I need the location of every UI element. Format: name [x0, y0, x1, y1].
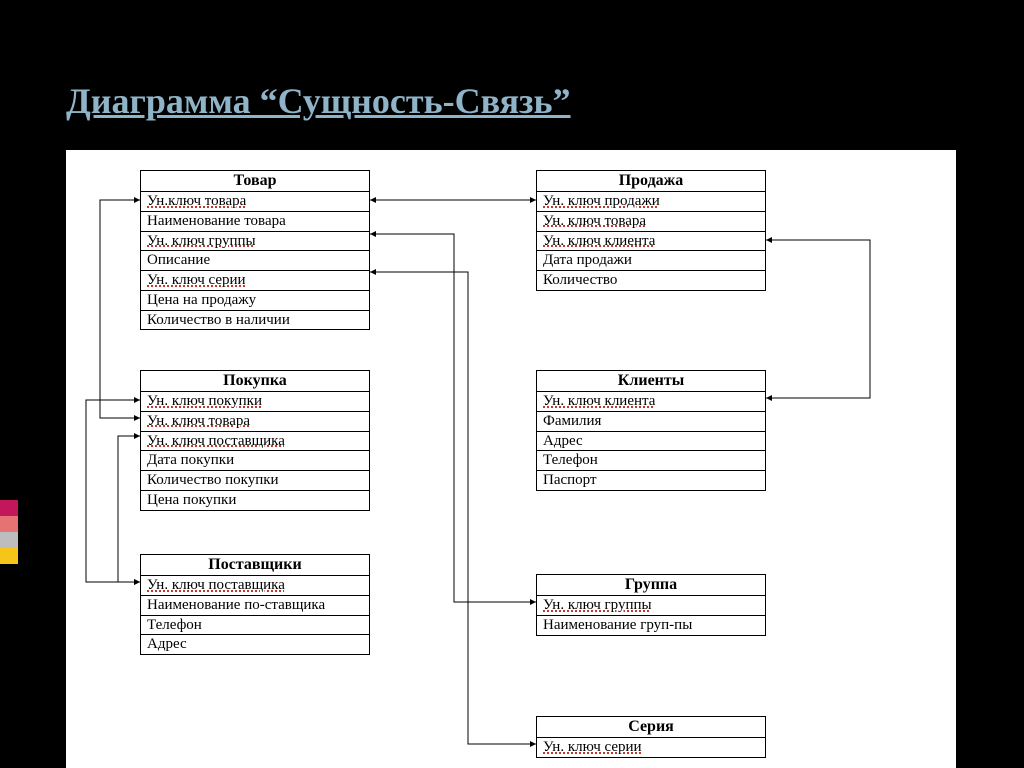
- entity-row: Количество покупки: [141, 471, 369, 491]
- entity-prodazha: ПродажаУн. ключ продажи Ун. ключ товара Ун…: [536, 170, 766, 291]
- entity-row: Адрес: [141, 635, 369, 654]
- entity-pokupka: ПокупкаУн. ключ покупки Ун. ключ товара Ун…: [140, 370, 370, 511]
- key-field: Ун. ключ покупки: [147, 393, 262, 409]
- entity-row: Наименование по-ставщика: [141, 596, 369, 616]
- entity-row: Ун. ключ продажи: [537, 192, 765, 212]
- key-field: Ун. ключ товара: [147, 413, 250, 429]
- entity-title: Клиенты: [537, 371, 765, 392]
- entity-row: Ун. ключ группы: [141, 232, 369, 252]
- entity-row: Ун. ключ поставщика: [141, 432, 369, 452]
- entity-row: Ун. ключ покупки: [141, 392, 369, 412]
- entity-row: Описание: [141, 251, 369, 271]
- entity-title: Поставщики: [141, 555, 369, 576]
- entity-row: Наименование груп-пы: [537, 616, 765, 635]
- entity-tovar: ТоварУн.ключ товараНаименование товараУн…: [140, 170, 370, 330]
- entity-postavshiki: ПоставщикиУн. ключ поставщика Наименовани…: [140, 554, 370, 655]
- key-field: Ун. ключ группы: [147, 233, 256, 249]
- connector: [100, 200, 140, 418]
- key-field: Ун. ключ товара: [543, 213, 646, 229]
- decor-segment: [0, 500, 18, 516]
- key-field: Ун. ключ поставщика: [147, 433, 285, 449]
- entity-row: Телефон: [141, 616, 369, 636]
- entity-title: Серия: [537, 717, 765, 738]
- entity-row: Количество в наличии: [141, 311, 369, 330]
- connector: [86, 400, 140, 582]
- entity-row: Паспорт: [537, 471, 765, 490]
- entity-row: Телефон: [537, 451, 765, 471]
- key-field: Ун. ключ клиента: [543, 233, 655, 249]
- connector: [370, 272, 536, 744]
- entity-row: Адрес: [537, 432, 765, 452]
- entity-row: Дата покупки: [141, 451, 369, 471]
- entity-row: Количество: [537, 271, 765, 290]
- key-field: Ун. ключ группы: [543, 597, 652, 613]
- key-field: Ун. ключ серии: [543, 739, 642, 755]
- slide: Диаграмма “Сущность-Связь” ТоварУн.ключ …: [0, 0, 1024, 768]
- entity-title: Группа: [537, 575, 765, 596]
- connector: [118, 436, 140, 582]
- decor-strip: [0, 500, 18, 564]
- entity-row: Ун. ключ серии: [537, 738, 765, 757]
- key-field: Ун.ключ товара: [147, 193, 246, 209]
- entity-title: Товар: [141, 171, 369, 192]
- entity-row: Ун. ключ товара: [141, 412, 369, 432]
- entity-row: Ун. ключ серии: [141, 271, 369, 291]
- key-field: Ун. ключ серии: [147, 272, 246, 288]
- entity-row: Цена на продажу: [141, 291, 369, 311]
- connector: [766, 240, 870, 398]
- entity-row: Цена покупки: [141, 491, 369, 510]
- entity-row: Ун. ключ товара: [537, 212, 765, 232]
- entity-row: Ун. ключ поставщика: [141, 576, 369, 596]
- entity-row: Наименование товара: [141, 212, 369, 232]
- decor-segment: [0, 532, 18, 548]
- entity-row: Ун. ключ клиента: [537, 392, 765, 412]
- diagram-canvas: ТоварУн.ключ товараНаименование товараУн…: [66, 150, 956, 768]
- entity-row: Фамилия: [537, 412, 765, 432]
- decor-segment: [0, 548, 18, 564]
- entity-seriya: СерияУн. ключ серии: [536, 716, 766, 758]
- entity-row: Ун. ключ клиента: [537, 232, 765, 252]
- entity-row: Ун. ключ группы: [537, 596, 765, 616]
- key-field: Ун. ключ продажи: [543, 193, 660, 209]
- entity-row: Ун.ключ товара: [141, 192, 369, 212]
- entity-klienty: КлиентыУн. ключ клиента ФамилияАдресТелеф…: [536, 370, 766, 491]
- connector: [370, 234, 536, 602]
- entity-title: Покупка: [141, 371, 369, 392]
- entity-row: Дата продажи: [537, 251, 765, 271]
- entity-gruppa: ГруппаУн. ключ группы Наименование груп-п…: [536, 574, 766, 636]
- page-title: Диаграмма “Сущность-Связь”: [66, 80, 571, 122]
- entity-title: Продажа: [537, 171, 765, 192]
- key-field: Ун. ключ клиента: [543, 393, 655, 409]
- decor-segment: [0, 516, 18, 532]
- key-field: Ун. ключ поставщика: [147, 577, 285, 593]
